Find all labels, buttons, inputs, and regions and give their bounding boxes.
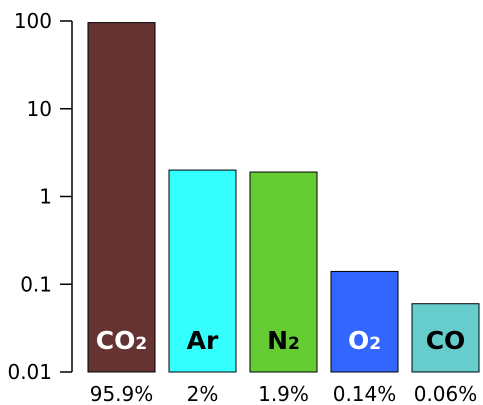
y-tick-label: 1 bbox=[39, 185, 52, 209]
bar-group: CO2 95.9% bbox=[87, 22, 156, 405]
y-tick-label: 0.01 bbox=[7, 360, 52, 384]
bar-gas-label: CO bbox=[426, 326, 466, 355]
bar-group: CO 0.06% bbox=[411, 303, 480, 405]
bar bbox=[330, 270, 399, 373]
y-tick-label: 10 bbox=[27, 97, 52, 121]
bar-group: O2 0.14% bbox=[330, 270, 399, 405]
bar-gas-label: Ar bbox=[187, 326, 219, 355]
bar-group: Ar 2% bbox=[168, 169, 237, 405]
bar-percent-label: 95.9% bbox=[90, 382, 154, 405]
bar bbox=[168, 169, 237, 373]
y-tick-label: 100 bbox=[14, 9, 52, 33]
y-tick-label: 0.1 bbox=[20, 272, 52, 296]
bar-gas-label: CO2 bbox=[96, 326, 147, 355]
bar bbox=[87, 22, 156, 373]
bar-gas-label: O2 bbox=[348, 326, 381, 355]
bar-percent-label: 0.06% bbox=[414, 382, 478, 405]
bar-group: N2 1.9% bbox=[249, 171, 318, 405]
y-axis: 100 10 1 0.1 0.01 bbox=[7, 9, 73, 384]
bar bbox=[411, 303, 480, 373]
bars: CO2 95.9% Ar 2% N2 1.9% O2 0.14% CO 0.06% bbox=[87, 22, 480, 405]
bar-percent-label: 1.9% bbox=[258, 382, 309, 405]
bar bbox=[249, 171, 318, 373]
bar-gas-label: N2 bbox=[267, 326, 300, 355]
bar-percent-label: 2% bbox=[187, 382, 219, 405]
bar-percent-label: 0.14% bbox=[333, 382, 397, 405]
